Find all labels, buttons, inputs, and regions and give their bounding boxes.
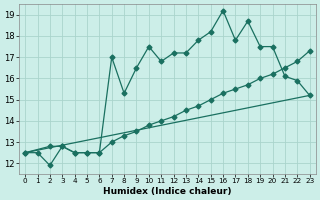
X-axis label: Humidex (Indice chaleur): Humidex (Indice chaleur) [103, 187, 232, 196]
